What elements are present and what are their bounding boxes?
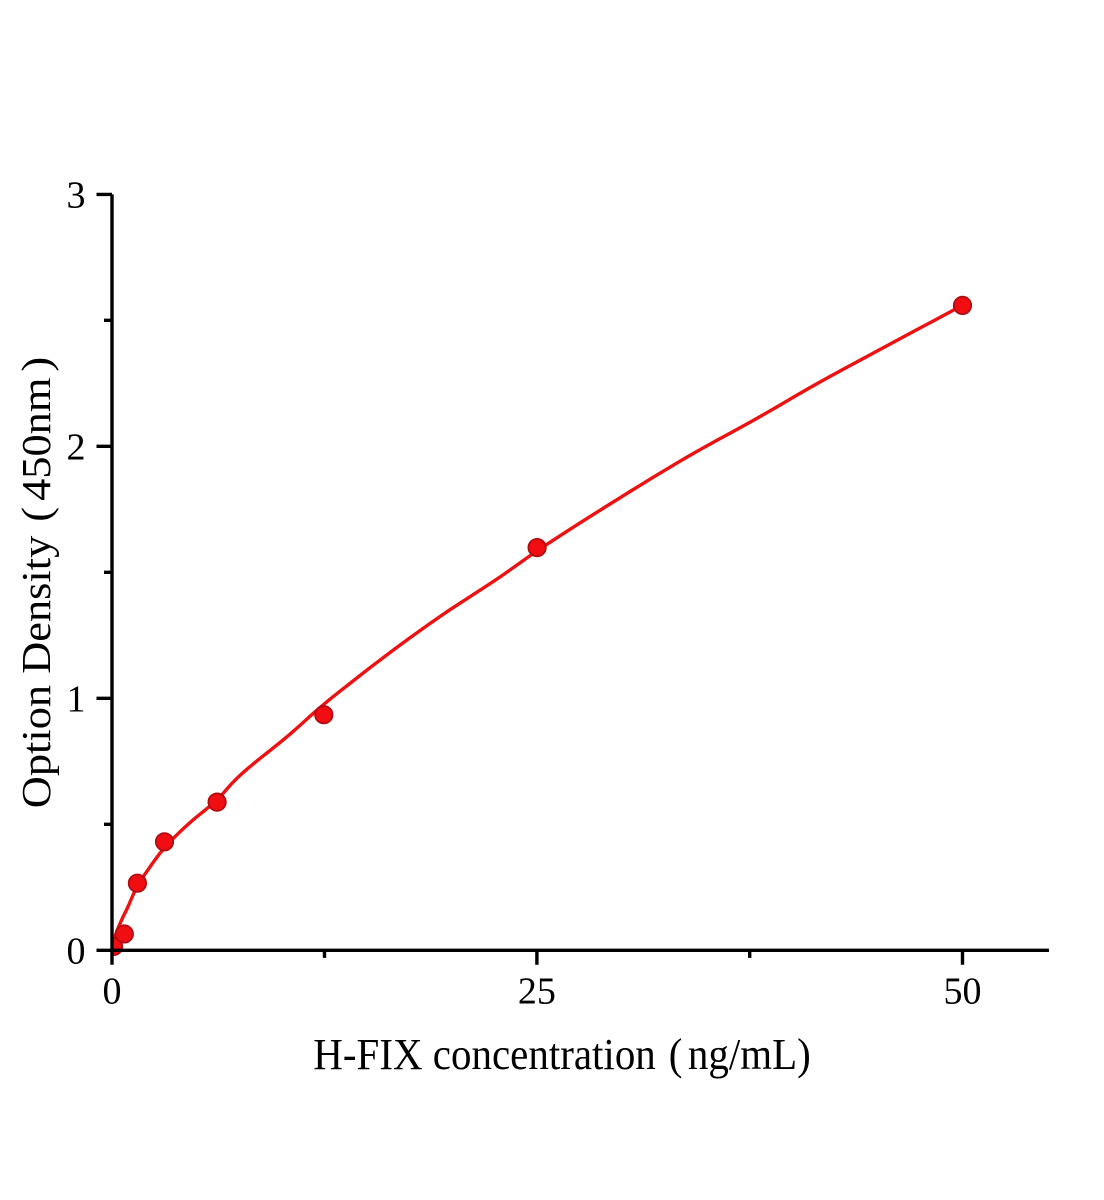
svg-text:50: 50 (944, 970, 982, 1012)
svg-text:0: 0 (103, 970, 122, 1012)
svg-text:Option Density(450nm): Option Density(450nm) (15, 357, 60, 808)
svg-text:0: 0 (67, 930, 86, 972)
svg-text:1: 1 (67, 678, 86, 720)
svg-text:25: 25 (518, 970, 556, 1012)
svg-text:2: 2 (67, 426, 86, 468)
svg-text:3: 3 (67, 174, 86, 216)
svg-text:H-FIX concentration(ng/mL): H-FIX concentration(ng/mL) (313, 1030, 811, 1079)
